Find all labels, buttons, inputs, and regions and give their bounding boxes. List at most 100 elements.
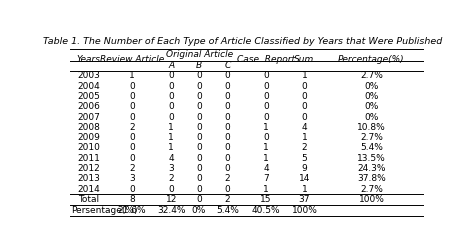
Text: 0: 0 (196, 184, 202, 194)
Text: 0: 0 (263, 82, 269, 91)
Text: 0: 0 (301, 92, 307, 101)
Text: 1: 1 (263, 184, 269, 194)
Text: 1: 1 (301, 184, 307, 194)
Text: 1: 1 (168, 123, 174, 132)
Text: 0: 0 (196, 154, 202, 163)
Text: 2: 2 (129, 164, 135, 173)
Text: 3: 3 (129, 174, 135, 183)
Text: 15: 15 (260, 195, 272, 204)
Text: B: B (196, 61, 202, 70)
Text: 0: 0 (196, 123, 202, 132)
Text: 2013: 2013 (77, 174, 100, 183)
Text: 0: 0 (224, 71, 230, 80)
Text: 1: 1 (263, 154, 269, 163)
Text: 5.4%: 5.4% (360, 143, 383, 152)
Text: 0: 0 (263, 113, 269, 121)
Text: 0: 0 (168, 71, 174, 80)
Text: C: C (224, 61, 230, 70)
Text: 13.5%: 13.5% (357, 154, 386, 163)
Text: 21.6%: 21.6% (118, 206, 146, 215)
Text: Table 1. The Number of Each Type of Article Classified by Years that Were Publis: Table 1. The Number of Each Type of Arti… (43, 37, 443, 46)
Text: 0: 0 (168, 102, 174, 111)
Text: 4: 4 (301, 123, 307, 132)
Text: 100%: 100% (358, 195, 384, 204)
Text: 40.5%: 40.5% (252, 206, 280, 215)
Text: Original Article: Original Article (166, 50, 233, 59)
Text: 12: 12 (165, 195, 177, 204)
Text: 5.4%: 5.4% (216, 206, 239, 215)
Text: 10.8%: 10.8% (357, 123, 386, 132)
Text: 4: 4 (168, 154, 174, 163)
Text: 2009: 2009 (77, 133, 100, 142)
Text: Case  Report: Case Report (237, 55, 295, 64)
Text: 0: 0 (129, 113, 135, 121)
Text: Percentage(%): Percentage(%) (338, 55, 405, 64)
Text: 0: 0 (196, 82, 202, 91)
Text: 37.8%: 37.8% (357, 174, 386, 183)
Text: 0: 0 (224, 133, 230, 142)
Text: 0: 0 (196, 113, 202, 121)
Text: 0: 0 (196, 174, 202, 183)
Text: 0: 0 (263, 71, 269, 80)
Text: 2: 2 (129, 123, 135, 132)
Text: 0: 0 (129, 82, 135, 91)
Text: 0: 0 (301, 102, 307, 111)
Text: 2: 2 (225, 174, 230, 183)
Text: 7: 7 (263, 174, 269, 183)
Text: 0: 0 (224, 164, 230, 173)
Text: 0: 0 (129, 102, 135, 111)
Text: 24.3%: 24.3% (357, 164, 386, 173)
Text: 0%: 0% (365, 102, 379, 111)
Text: 1: 1 (129, 71, 135, 80)
Text: 0: 0 (301, 82, 307, 91)
Text: 2.7%: 2.7% (360, 184, 383, 194)
Text: Sum: Sum (294, 55, 315, 64)
Text: 2014: 2014 (77, 184, 100, 194)
Text: 0: 0 (129, 143, 135, 152)
Text: 0: 0 (224, 184, 230, 194)
Text: 2: 2 (301, 143, 307, 152)
Text: 0%: 0% (365, 82, 379, 91)
Text: 1: 1 (168, 143, 174, 152)
Text: 0: 0 (196, 102, 202, 111)
Text: 0: 0 (196, 143, 202, 152)
Text: 2011: 2011 (77, 154, 100, 163)
Text: Persentage(%): Persentage(%) (71, 206, 137, 215)
Text: 0: 0 (196, 164, 202, 173)
Text: 0: 0 (168, 92, 174, 101)
Text: 0: 0 (263, 102, 269, 111)
Text: 2004: 2004 (77, 82, 100, 91)
Text: 0: 0 (196, 133, 202, 142)
Text: 0: 0 (224, 82, 230, 91)
Text: 2006: 2006 (77, 102, 100, 111)
Text: 32.4%: 32.4% (157, 206, 185, 215)
Text: 37: 37 (299, 195, 310, 204)
Text: 2008: 2008 (77, 123, 100, 132)
Text: 0: 0 (129, 133, 135, 142)
Text: 0: 0 (224, 92, 230, 101)
Text: 1: 1 (263, 123, 269, 132)
Text: 0: 0 (224, 143, 230, 152)
Text: 0: 0 (129, 184, 135, 194)
Text: 5: 5 (301, 154, 307, 163)
Text: 0: 0 (129, 92, 135, 101)
Text: 0: 0 (196, 92, 202, 101)
Text: 4: 4 (263, 164, 269, 173)
Text: 1: 1 (168, 133, 174, 142)
Text: 0: 0 (196, 195, 202, 204)
Text: Review Article: Review Article (100, 55, 164, 64)
Text: 2: 2 (225, 195, 230, 204)
Text: 0: 0 (168, 184, 174, 194)
Text: Years: Years (77, 55, 100, 64)
Text: 3: 3 (168, 164, 174, 173)
Text: 1: 1 (301, 133, 307, 142)
Text: 1: 1 (301, 71, 307, 80)
Text: 0: 0 (301, 113, 307, 121)
Text: 2007: 2007 (77, 113, 100, 121)
Text: 0%: 0% (365, 92, 379, 101)
Text: 0: 0 (224, 102, 230, 111)
Text: 0: 0 (168, 113, 174, 121)
Text: 0: 0 (224, 113, 230, 121)
Text: 0: 0 (224, 123, 230, 132)
Text: 0: 0 (129, 154, 135, 163)
